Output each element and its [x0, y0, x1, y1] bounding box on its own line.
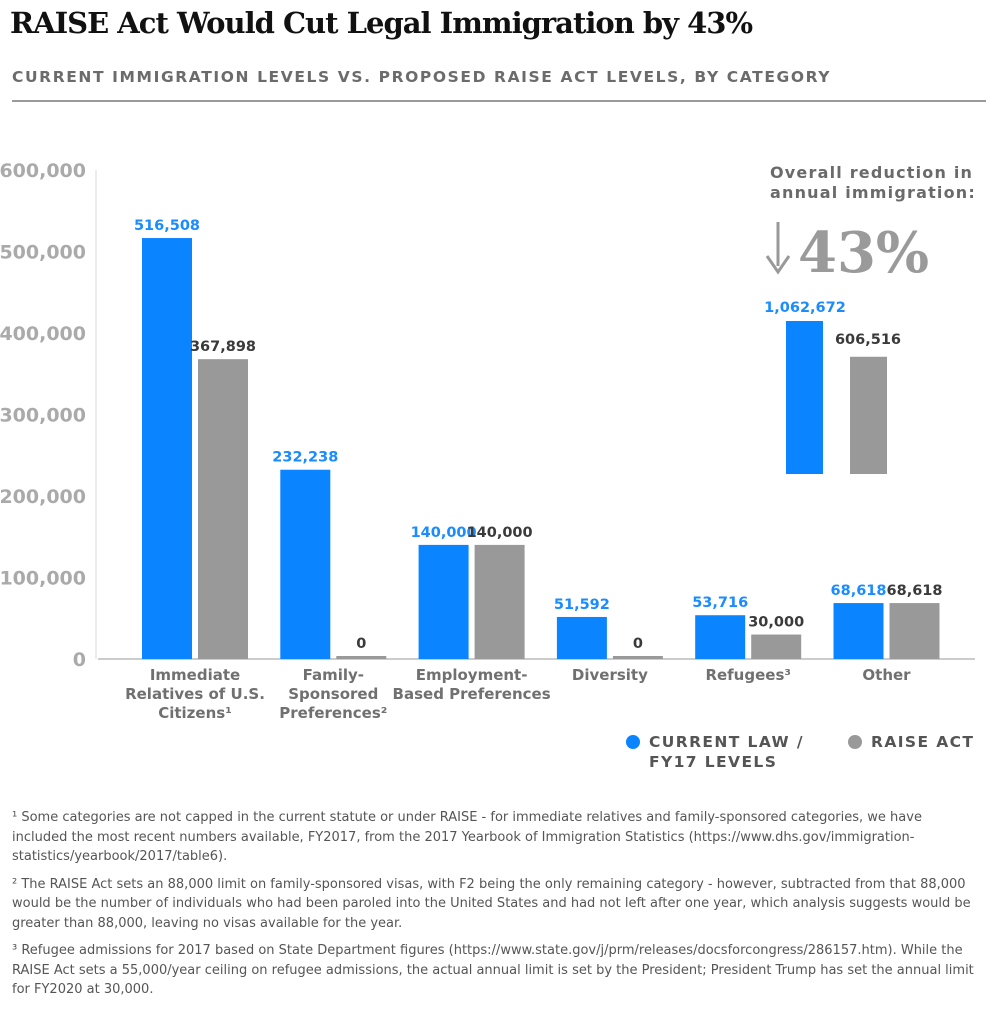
legend-label-raise: RAISE ACT: [871, 733, 975, 751]
bar-raise: [336, 656, 387, 659]
category-label: Other: [862, 666, 911, 684]
chart-legend: CURRENT LAW / FY17 LEVELS RAISE ACT: [626, 732, 996, 776]
category-label: Employment-: [416, 666, 528, 684]
category-label: Sponsored: [288, 685, 378, 703]
bar-value-label-raise: 140,000: [467, 525, 533, 541]
legend-dot-raise: [848, 735, 862, 749]
bar-current: [833, 603, 884, 659]
footnote-2: ² The RAISE Act sets an 88,000 limit on …: [12, 876, 971, 931]
bar-raise: [751, 634, 802, 659]
legend-item-raise: RAISE ACT: [848, 732, 974, 752]
overall-heading: Overall reduction in: [770, 163, 973, 182]
category-label: Preferences²: [279, 704, 387, 722]
footnote-1: ¹ Some categories are not capped in the …: [12, 810, 922, 864]
bar-value-label-current: 516,508: [134, 218, 200, 234]
chart-subtitle: CURRENT IMMIGRATION LEVELS VS. PROPOSED …: [12, 68, 832, 86]
bar-value-label-raise: 68,618: [887, 583, 943, 599]
category-label: Based Preferences: [393, 685, 551, 703]
legend-label-current-line1: CURRENT LAW /: [649, 733, 804, 751]
legend-item-current: CURRENT LAW / FY17 LEVELS: [626, 732, 804, 772]
bar-chart: 0 100,000 200,000 300,000 400,000 500,000 600,…: [0, 160, 976, 722]
bar-raise: [612, 656, 663, 659]
y-tick-label: 200,000: [0, 486, 86, 508]
legend-label-current-line2: FY17 LEVELS: [649, 753, 778, 771]
bar-raise: [889, 603, 940, 659]
y-tick-label: 600,000: [0, 160, 86, 182]
footnote-3: ³ Refugee admissions for 2017 based on S…: [12, 943, 974, 997]
overall-bar-raise: [850, 356, 887, 474]
bar-value-label-raise: 30,000: [748, 615, 804, 631]
overall-percent: 43%: [798, 220, 929, 286]
bar-value-label-current: 232,238: [272, 450, 338, 466]
bar-current: [556, 616, 607, 659]
y-tick-label: 400,000: [0, 323, 86, 345]
category-label: Citizens¹: [158, 704, 232, 722]
category-label: Diversity: [572, 666, 648, 684]
bar-raise: [198, 359, 248, 659]
bar-current: [280, 469, 331, 659]
overall-raise-label: 606,516: [835, 332, 901, 348]
bar-current: [142, 238, 192, 660]
y-tick-label: 100,000: [0, 568, 86, 590]
bar-value-label-current: 140,000: [411, 525, 477, 541]
overall-heading: annual immigration:: [770, 183, 976, 202]
footnotes: ¹ Some categories are not capped in the …: [12, 808, 974, 1008]
bar-value-label-raise: 367,898: [190, 339, 256, 355]
bar-value-label-current: 51,592: [554, 597, 610, 613]
category-label: Family-: [303, 666, 364, 684]
legend-dot-current: [626, 735, 640, 749]
down-arrow-head-icon: [765, 255, 791, 275]
title-divider: [12, 100, 986, 102]
bar-value-label-current: 53,716: [692, 595, 748, 611]
bar-value-label-current: 68,618: [831, 583, 887, 599]
y-tick-label: 300,000: [0, 405, 86, 427]
y-tick-label: 500,000: [0, 242, 86, 264]
overall-bar-current: [786, 321, 823, 474]
category-label: Immediate: [150, 666, 240, 684]
bar-current: [418, 544, 469, 659]
chart-title: RAISE Act Would Cut Legal Immigration by…: [10, 6, 753, 40]
category-label: Relatives of U.S.: [125, 685, 265, 703]
category-label: Refugees³: [705, 666, 791, 684]
overall-current-label: 1,062,672: [764, 300, 846, 316]
bar-value-label-raise: 0: [356, 636, 366, 652]
bar-raise: [474, 544, 525, 659]
bar-current: [695, 615, 746, 659]
y-tick-label: 0: [73, 649, 86, 671]
bar-value-label-raise: 0: [633, 636, 643, 652]
